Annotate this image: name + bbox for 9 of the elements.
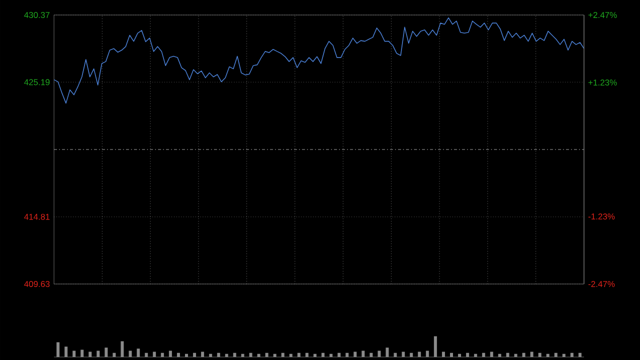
y-tick-label: 425.19 <box>24 79 50 86</box>
y-tick-label: 430.37 <box>24 12 50 18</box>
line-series <box>54 17 584 104</box>
y-tick-label: 409.63 <box>24 281 50 288</box>
y2-tick-label: +2.47% <box>588 12 617 18</box>
y2-tick-label: -1.23% <box>588 213 615 220</box>
y2-tick-label: -2.47% <box>588 281 615 287</box>
y-tick-label: 414.81 <box>24 214 50 220</box>
y2-tick-label: +1.23% <box>588 80 617 86</box>
